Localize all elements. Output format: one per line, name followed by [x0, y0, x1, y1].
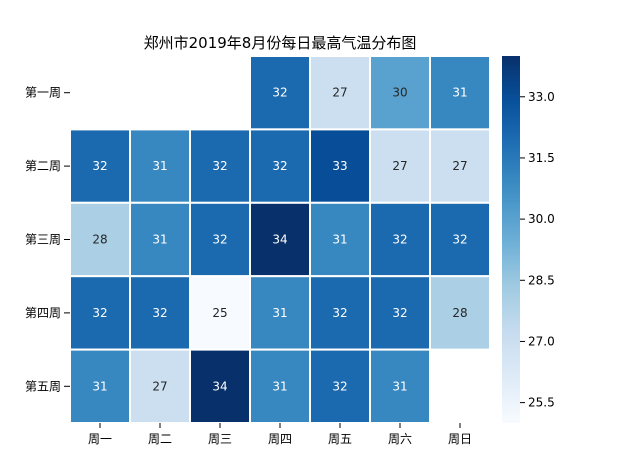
- row-label: 第三周: [25, 233, 61, 247]
- heatmap-cell: [429, 128, 491, 204]
- heatmap-cell: [429, 275, 491, 351]
- cell-value-label: 32: [332, 306, 347, 320]
- cell-value-label: 27: [332, 86, 347, 100]
- cell-value-label: 31: [452, 86, 467, 100]
- cell-value-label: 32: [272, 86, 287, 100]
- row-label: 第四周: [25, 306, 61, 320]
- cell-value-label: 27: [152, 379, 167, 393]
- cell-value-label: 31: [392, 379, 407, 393]
- column-label: 周五: [328, 432, 352, 446]
- cell-value-label: 32: [272, 159, 287, 173]
- heatmap-cell: [249, 348, 311, 425]
- cell-value-label: 32: [392, 306, 407, 320]
- cell-value-label: 32: [392, 233, 407, 247]
- cell-value-label: 32: [92, 159, 107, 173]
- cell-value-label: 32: [92, 306, 107, 320]
- heatmap-cell: [129, 128, 191, 204]
- cell-value-label: 31: [92, 379, 107, 393]
- colorbar-tick-label: 28.5: [528, 273, 555, 287]
- heatmap-cell: [69, 201, 131, 278]
- chart-title: 郑州市2019年8月份每日最高气温分布图: [144, 34, 417, 52]
- colorbar-gradient: [502, 56, 520, 423]
- heatmap-cell: [249, 55, 311, 131]
- cell-value-label: 27: [452, 159, 467, 173]
- cell-value-label: 33: [332, 159, 347, 173]
- cell-value-label: 32: [152, 306, 167, 320]
- heatmap-cell: [189, 275, 251, 351]
- colorbar-tick-label: 31.5: [528, 151, 555, 165]
- colorbar-tick-label: 33.0: [528, 90, 555, 104]
- colorbar-tick-label: 27.0: [528, 334, 555, 348]
- cell-value-label: 30: [392, 86, 407, 100]
- colorbar-tick-label: 30.0: [528, 212, 555, 226]
- cell-value-label: 32: [452, 233, 467, 247]
- column-label: 周六: [388, 432, 412, 446]
- cell-value-label: 32: [332, 379, 347, 393]
- column-label: 周日: [448, 432, 472, 446]
- cell-value-label: 32: [212, 159, 227, 173]
- heatmap-cell: [129, 348, 191, 425]
- cell-value-label: 31: [152, 233, 167, 247]
- heatmap-cell: [369, 201, 431, 278]
- cell-value-label: 31: [272, 379, 287, 393]
- heatmap-cells: 32 27 30 31 32 31 32 32 33 27 27 28 31 32 34 31 32 32 32 32…: [69, 55, 491, 425]
- column-label: 周四: [268, 432, 292, 446]
- heatmap-cell: [249, 128, 311, 204]
- cell-value-label: 31: [272, 306, 287, 320]
- column-label: 周一: [88, 432, 112, 446]
- cell-value-label: 31: [152, 159, 167, 173]
- heatmap-cell: [369, 128, 431, 204]
- heatmap-cell: [369, 348, 431, 425]
- cell-value-label: 32: [212, 233, 227, 247]
- colorbar-tick-label: 25.5: [528, 396, 555, 410]
- heatmap-cell: [309, 55, 371, 131]
- column-labels: 周一 周二 周三 周四 周五 周六 周日: [88, 423, 472, 446]
- row-label: 第二周: [25, 159, 61, 173]
- heatmap-cell: [189, 201, 251, 278]
- heatmap-cell: [429, 55, 491, 131]
- row-label: 第一周: [25, 86, 61, 100]
- colorbar: 25.5 27.0 28.5 30.0 31.5 33.0: [502, 56, 555, 423]
- cell-value-label: 28: [92, 233, 107, 247]
- heatmap-cell: [309, 201, 371, 278]
- heatmap-cell: [249, 275, 311, 351]
- heatmap-cell: [69, 275, 131, 351]
- column-label: 周三: [208, 432, 232, 446]
- cell-value-label: 28: [452, 306, 467, 320]
- heatmap-cell: [429, 201, 491, 278]
- cell-value-label: 34: [212, 379, 227, 393]
- heatmap-cell: [309, 275, 371, 351]
- cell-value-label: 31: [332, 233, 347, 247]
- cell-value-label: 27: [392, 159, 407, 173]
- column-label: 周二: [148, 432, 172, 446]
- row-label: 第五周: [25, 379, 61, 393]
- cell-value-label: 34: [272, 233, 287, 247]
- heatmap-cell: [129, 275, 191, 351]
- cell-value-label: 25: [212, 306, 227, 320]
